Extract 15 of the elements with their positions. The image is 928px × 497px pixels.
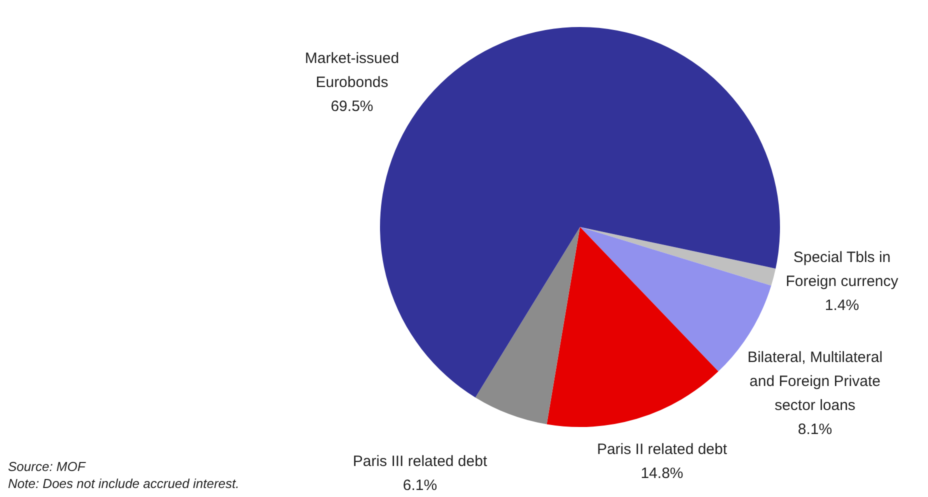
data-label: 1.4% bbox=[824, 297, 860, 314]
data-label: 8.1% bbox=[798, 421, 832, 438]
source-note: Source: MOF bbox=[8, 458, 87, 475]
pie-slice bbox=[475, 227, 580, 424]
slice-label: Market-issued Eurobonds bbox=[304, 50, 400, 91]
slice-label: Paris II related debt bbox=[596, 441, 728, 458]
data-label: 69.5% bbox=[330, 98, 374, 115]
slice-label: Bilateral, Multilateral and Foreign Private sector loans bbox=[747, 349, 883, 414]
data-label: 14.8% bbox=[640, 465, 684, 482]
pie-slice bbox=[546, 227, 718, 427]
slice-label: Special Tbls in Foreign currency bbox=[786, 249, 899, 290]
data-label: 6.1% bbox=[402, 477, 438, 494]
slice-label: Paris III related debt bbox=[352, 453, 488, 470]
pie-slice bbox=[580, 227, 776, 286]
text: Note: Does not include accrued interest. bbox=[8, 475, 240, 492]
